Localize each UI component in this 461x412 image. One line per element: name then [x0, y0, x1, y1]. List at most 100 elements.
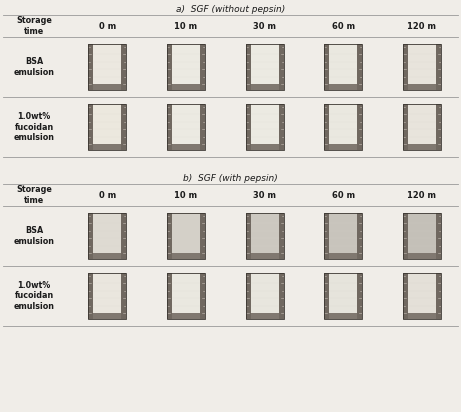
- Bar: [324, 104, 362, 150]
- Bar: [357, 273, 362, 319]
- Bar: [246, 44, 284, 90]
- Text: 30 m: 30 m: [253, 21, 276, 30]
- Bar: [246, 273, 250, 319]
- Text: 30 m: 30 m: [253, 190, 276, 199]
- Bar: [172, 107, 200, 144]
- Bar: [246, 104, 250, 150]
- Bar: [246, 104, 284, 150]
- Text: 1.0wt%
fucoidan
emulsion: 1.0wt% fucoidan emulsion: [13, 112, 54, 142]
- Bar: [250, 213, 278, 216]
- Bar: [89, 213, 126, 259]
- Bar: [172, 313, 200, 319]
- Bar: [89, 104, 126, 150]
- Bar: [324, 273, 362, 319]
- Bar: [250, 253, 278, 259]
- Bar: [89, 213, 93, 259]
- Bar: [167, 104, 205, 150]
- Text: 120 m: 120 m: [407, 190, 436, 199]
- Bar: [246, 213, 284, 259]
- Text: 0 m: 0 m: [99, 190, 116, 199]
- Bar: [93, 84, 121, 90]
- Text: 60 m: 60 m: [331, 190, 355, 199]
- Bar: [329, 213, 357, 216]
- Bar: [408, 84, 436, 90]
- Bar: [246, 104, 284, 150]
- Bar: [324, 213, 362, 259]
- Bar: [250, 216, 278, 253]
- Bar: [278, 213, 284, 259]
- Text: 60 m: 60 m: [331, 21, 355, 30]
- Bar: [329, 273, 357, 276]
- Bar: [329, 44, 357, 47]
- Bar: [172, 44, 200, 47]
- Bar: [89, 213, 126, 259]
- Bar: [408, 213, 436, 216]
- Bar: [250, 313, 278, 319]
- Bar: [246, 213, 250, 259]
- Bar: [172, 104, 200, 107]
- Bar: [408, 216, 436, 253]
- Bar: [121, 44, 126, 90]
- Bar: [167, 44, 205, 90]
- Bar: [329, 104, 357, 107]
- Bar: [324, 213, 362, 259]
- Bar: [250, 47, 278, 84]
- Text: BSA
emulsion: BSA emulsion: [13, 226, 54, 246]
- Bar: [172, 47, 200, 84]
- Text: a)  SGF (without pepsin): a) SGF (without pepsin): [176, 5, 285, 14]
- Bar: [329, 107, 357, 144]
- Bar: [357, 213, 362, 259]
- Bar: [250, 276, 278, 313]
- Bar: [250, 44, 278, 47]
- Bar: [172, 276, 200, 313]
- Bar: [403, 104, 441, 150]
- Bar: [200, 213, 205, 259]
- Bar: [408, 44, 436, 47]
- Bar: [329, 313, 357, 319]
- Bar: [324, 273, 329, 319]
- Bar: [403, 273, 441, 319]
- Bar: [89, 44, 126, 90]
- Bar: [403, 213, 441, 259]
- Bar: [89, 273, 93, 319]
- Bar: [89, 44, 93, 90]
- Bar: [246, 44, 284, 90]
- Bar: [93, 253, 121, 259]
- Bar: [89, 104, 126, 150]
- Bar: [93, 273, 121, 276]
- Bar: [200, 44, 205, 90]
- Bar: [200, 104, 205, 150]
- Text: Storage
time: Storage time: [16, 185, 52, 205]
- Bar: [93, 144, 121, 150]
- Bar: [324, 44, 329, 90]
- Bar: [403, 273, 408, 319]
- Bar: [278, 104, 284, 150]
- Bar: [403, 44, 441, 90]
- Bar: [93, 213, 121, 216]
- Bar: [403, 213, 441, 259]
- Bar: [167, 104, 172, 150]
- Text: Storage
time: Storage time: [16, 16, 52, 36]
- Bar: [89, 273, 126, 319]
- Bar: [329, 253, 357, 259]
- Bar: [246, 44, 250, 90]
- Bar: [93, 47, 121, 84]
- Bar: [250, 144, 278, 150]
- Bar: [436, 273, 441, 319]
- Bar: [278, 44, 284, 90]
- Bar: [329, 144, 357, 150]
- Bar: [250, 104, 278, 107]
- Bar: [403, 104, 441, 150]
- Text: 10 m: 10 m: [174, 190, 197, 199]
- Text: 1.0wt%
fucoidan
emulsion: 1.0wt% fucoidan emulsion: [13, 281, 54, 311]
- Bar: [167, 273, 172, 319]
- Bar: [93, 313, 121, 319]
- Bar: [403, 273, 441, 319]
- Bar: [324, 213, 329, 259]
- Bar: [93, 276, 121, 313]
- Bar: [324, 104, 362, 150]
- Bar: [172, 253, 200, 259]
- Bar: [324, 273, 362, 319]
- Bar: [408, 47, 436, 84]
- Bar: [93, 44, 121, 47]
